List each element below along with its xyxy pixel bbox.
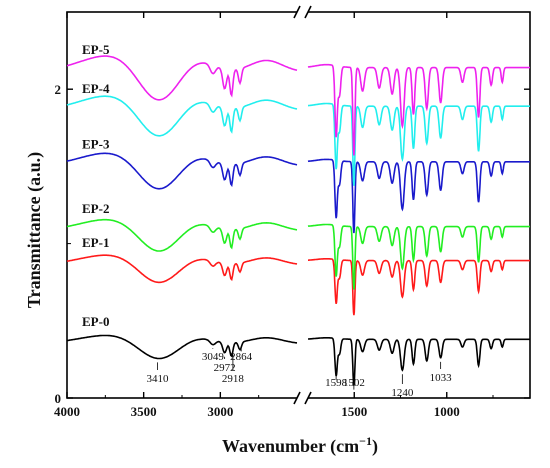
x-tick-label: 3500 xyxy=(131,404,157,419)
series-label-ep-2: EP-2 xyxy=(82,201,109,216)
peak-label: 3049 xyxy=(202,351,225,363)
peak-label: 2972 xyxy=(214,362,236,374)
axis-break-gap xyxy=(297,395,308,401)
series-line-ep-3-left xyxy=(66,152,298,190)
series-line-ep-4-right xyxy=(308,102,530,186)
x-tick-label: 1500 xyxy=(341,404,367,419)
peak-label: 2864 xyxy=(230,351,253,363)
series-line-ep-1-left xyxy=(66,254,298,284)
series-line-ep-5-left xyxy=(66,55,298,101)
plot-frame xyxy=(66,11,531,399)
series-line-ep-3-right xyxy=(307,158,530,234)
x-tick-label: 3000 xyxy=(207,404,233,419)
series-line-ep-2-right xyxy=(307,223,530,290)
y-tick-label: 0 xyxy=(55,391,62,406)
peak-label: 3410 xyxy=(146,373,169,385)
axis-break-mark xyxy=(304,391,312,405)
axis-break-mark xyxy=(293,391,301,405)
axes: 4000 3500 3000 1500 1000 0 2 xyxy=(54,5,531,419)
x-axis-label: Wavenumber (cm−1) xyxy=(222,434,378,457)
series-line-ep-4-left xyxy=(66,95,298,137)
series-label-ep-0: EP-0 xyxy=(82,314,109,329)
series-group: EP-0 EP-1 EP-2 EP-3 EP-4 EP-5 xyxy=(66,42,530,386)
series-label-ep-3: EP-3 xyxy=(82,136,110,151)
axis-break-mark-top xyxy=(293,5,301,19)
peak-label: 1033 xyxy=(430,372,453,384)
series-label-ep-5: EP-5 xyxy=(82,42,110,57)
series-line-ep-0-left xyxy=(66,334,298,360)
series-line-ep-2-left xyxy=(66,218,298,252)
axis-break-mark-top xyxy=(304,5,312,19)
peak-label: 1598 xyxy=(325,377,348,389)
x-tick-label: 1000 xyxy=(434,404,460,419)
x-tick-label: 4000 xyxy=(54,404,80,419)
peak-label: 1502 xyxy=(343,377,365,389)
series-line-ep-1-right xyxy=(308,258,530,316)
series-label-ep-1: EP-1 xyxy=(82,235,109,250)
series-line-ep-0-right xyxy=(308,337,530,386)
axis-break-gap-top xyxy=(297,9,308,15)
peak-label: 1240 xyxy=(391,387,414,399)
y-tick-label: 2 xyxy=(55,82,62,97)
series-line-ep-5-right xyxy=(307,63,530,156)
peak-label: 2918 xyxy=(222,373,245,385)
y-axis-label: Transmittance (a.u.) xyxy=(24,152,45,308)
series-label-ep-4: EP-4 xyxy=(82,81,110,96)
